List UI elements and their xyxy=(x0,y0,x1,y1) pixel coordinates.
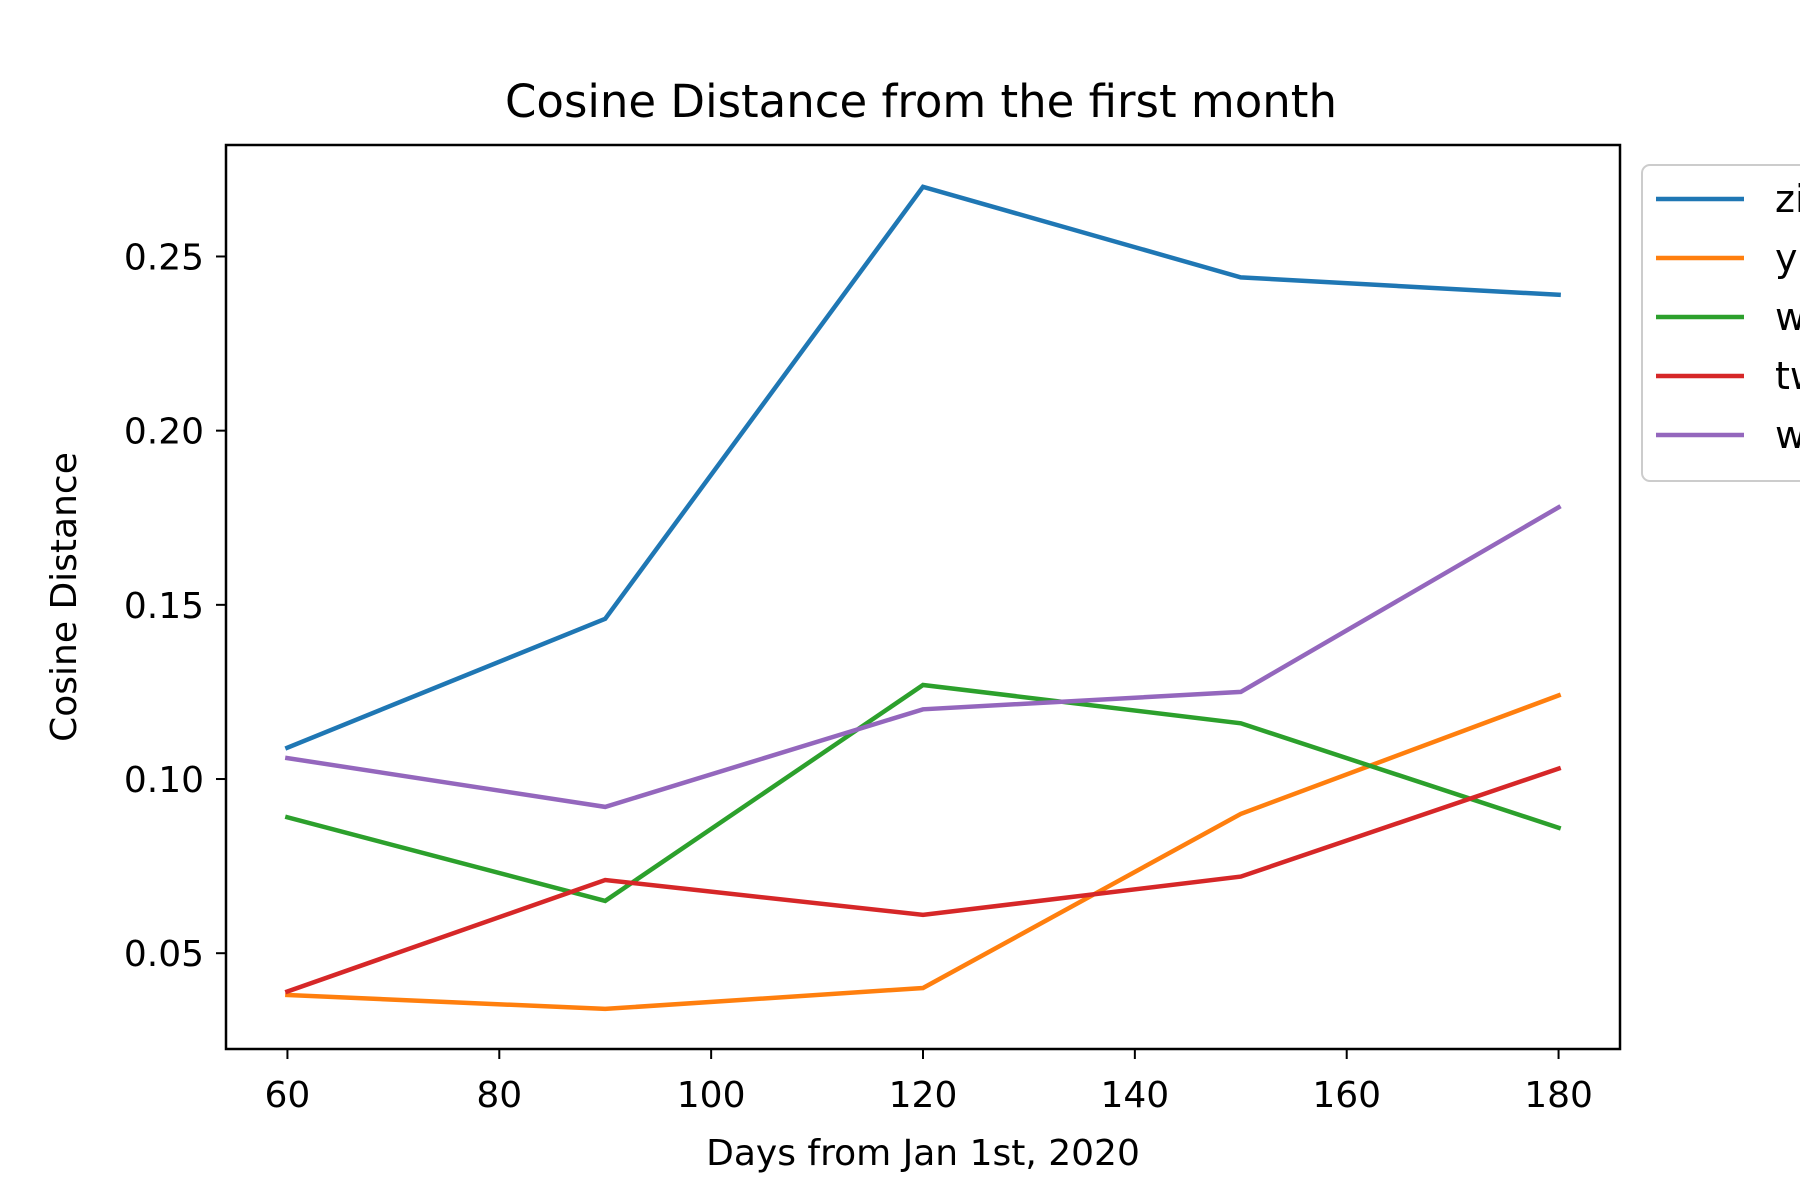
series-lines xyxy=(284,184,1562,1012)
x-tick-label: 80 xyxy=(476,1075,522,1116)
y-tick-label: 0.25 xyxy=(124,237,204,278)
legend-label: zi xyxy=(1775,177,1800,221)
legend-box xyxy=(1641,164,1800,482)
x-tick-label: 180 xyxy=(1524,1075,1593,1116)
series-line-3 xyxy=(284,765,1562,995)
x-axis: 60 80 100 120 140 160 180 xyxy=(265,1049,1593,1116)
y-axis-label: Cosine Distance xyxy=(44,452,85,742)
x-tick-label: 160 xyxy=(1312,1075,1381,1116)
x-axis-label: Days from Jan 1st, 2020 xyxy=(706,1133,1140,1174)
y-tick-label: 0.15 xyxy=(124,586,204,627)
x-tick-label: 140 xyxy=(1100,1075,1169,1116)
y-tick-label: 0.10 xyxy=(124,760,204,801)
chart-title: Cosine Distance from the first month xyxy=(505,75,1337,128)
series-line-0 xyxy=(284,184,1561,751)
y-tick-label: 0.05 xyxy=(124,934,204,975)
legend-label: w xyxy=(1775,295,1800,339)
x-tick-label: 100 xyxy=(677,1075,746,1116)
series-line-1 xyxy=(285,692,1562,1012)
series-line-4 xyxy=(284,504,1562,810)
legend-label: y xyxy=(1775,236,1798,280)
series-line-2 xyxy=(284,682,1562,904)
y-axis: 0.05 0.10 0.15 0.20 0.25 xyxy=(124,237,226,975)
x-tick-label: 120 xyxy=(889,1075,958,1116)
legend-label: tw xyxy=(1775,354,1800,398)
y-tick-label: 0.20 xyxy=(124,412,204,453)
legend-label: w xyxy=(1775,413,1800,457)
x-tick-label: 60 xyxy=(265,1075,311,1116)
legend: ziywtww xyxy=(1641,164,1800,482)
